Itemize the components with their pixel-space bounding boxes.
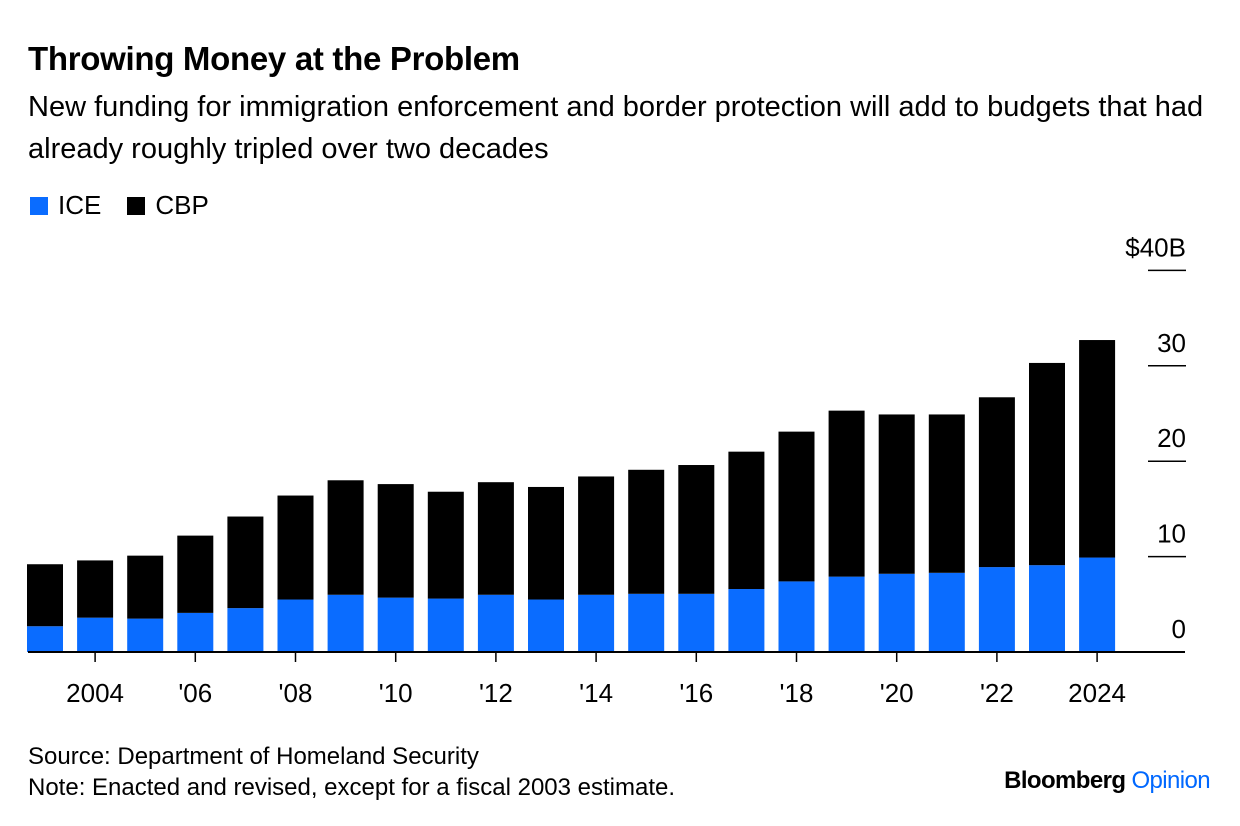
- bar-cbp-2003: [27, 564, 63, 627]
- y-tick-label-20: 20: [1157, 423, 1186, 453]
- bar-ice-2020: [878, 573, 915, 652]
- bar-cbp-2017: [728, 451, 765, 590]
- bar-cbp-2023: [1029, 362, 1065, 566]
- bar-cbp-2004: [77, 560, 114, 618]
- brand-section: Opinion: [1131, 767, 1210, 794]
- legend-item-cbp: CBP: [127, 190, 209, 221]
- bar-ice-2003: [27, 626, 63, 652]
- bar-ice-2005: [127, 618, 164, 652]
- bar-cbp-2008: [277, 495, 314, 600]
- bar-cbp-2021: [928, 414, 965, 573]
- y-tick-label-30: 30: [1157, 328, 1186, 358]
- bar-cbp-2005: [127, 555, 164, 619]
- x-tick-label-2020: '20: [880, 678, 914, 708]
- bar-cbp-2024: [1079, 340, 1116, 558]
- legend-label-cbp: CBP: [155, 190, 209, 220]
- x-tick-label-2006: '06: [178, 678, 212, 708]
- x-tick-label-2010: '10: [379, 678, 413, 708]
- x-tick-label-2018: '18: [780, 678, 814, 708]
- bar-ice-2015: [628, 593, 665, 652]
- x-tick-label-2022: '22: [980, 678, 1014, 708]
- bar-ice-2017: [728, 589, 765, 652]
- bar-cbp-2020: [878, 414, 915, 574]
- x-tick-label-2024: 2024: [1068, 678, 1126, 708]
- bar-cbp-2015: [628, 469, 665, 594]
- bar-ice-2024: [1079, 557, 1116, 652]
- x-tick-label-2012: '12: [479, 678, 513, 708]
- bar-cbp-2010: [377, 484, 414, 598]
- bar-cbp-2011: [427, 491, 464, 599]
- bar-ice-2008: [277, 599, 314, 652]
- legend-label-ice: ICE: [58, 190, 102, 220]
- bar-ice-2013: [528, 599, 564, 652]
- x-tick-label-2004: 2004: [66, 678, 124, 708]
- bar-ice-2011: [427, 598, 464, 652]
- brand-logo: Bloomberg Opinion: [1004, 767, 1210, 795]
- y-tick-label-0: 0: [1172, 614, 1186, 644]
- bar-ice-2023: [1029, 565, 1065, 652]
- bar-ice-2018: [778, 581, 815, 652]
- bar-cbp-2014: [578, 476, 615, 595]
- footnote: Note: Enacted and revised, except for a …: [28, 774, 676, 801]
- bar-cbp-2013: [528, 486, 564, 600]
- bar-ice-2014: [578, 594, 615, 652]
- bar-ice-2004: [77, 617, 114, 652]
- legend-swatch-cbp: [127, 196, 146, 215]
- x-tick-label-2008: '08: [279, 678, 313, 708]
- source-note: Source: Department of Homeland Security: [28, 743, 479, 770]
- bar-cbp-2006: [177, 535, 214, 613]
- bar-cbp-2022: [978, 397, 1015, 568]
- bar-cbp-2009: [327, 480, 364, 595]
- bar-ice-2016: [678, 593, 715, 652]
- y-tick-label-10: 10: [1157, 519, 1186, 549]
- x-tick-label-2016: '16: [679, 678, 713, 708]
- bar-ice-2019: [828, 576, 865, 652]
- legend-swatch-ice: [30, 196, 48, 215]
- bar-cbp-2012: [477, 482, 514, 595]
- stacked-bar-chart: 2004 '06 '08 '10 '12 '14 '16 '18 '20 '22 2024 0 10 20…: [27, 232, 1186, 708]
- bar-ice-2007: [227, 608, 264, 652]
- bar-ice-2006: [177, 612, 214, 652]
- bar-ice-2022: [978, 567, 1015, 652]
- legend: ICE CBP: [30, 190, 235, 221]
- bar-cbp-2007: [227, 516, 264, 609]
- brand-name: Bloomberg: [1004, 767, 1126, 794]
- x-tick-label-2014: '14: [579, 678, 613, 708]
- footer: Source: Department of Homeland Security …: [28, 741, 675, 803]
- chart-title: Throwing Money at the Problem: [28, 40, 520, 77]
- bar-cbp-2018: [778, 431, 815, 582]
- bar-ice-2021: [928, 572, 965, 652]
- y-tick-label-40: $40B: [1125, 232, 1186, 262]
- legend-item-ice: ICE: [30, 190, 101, 221]
- bar-ice-2010: [377, 597, 414, 652]
- bar-ice-2012: [477, 594, 514, 652]
- chart-subtitle: New funding for immigration enforcement …: [28, 91, 1204, 165]
- bar-cbp-2016: [678, 465, 715, 594]
- bar-ice-2009: [327, 594, 364, 652]
- bar-cbp-2019: [828, 410, 865, 577]
